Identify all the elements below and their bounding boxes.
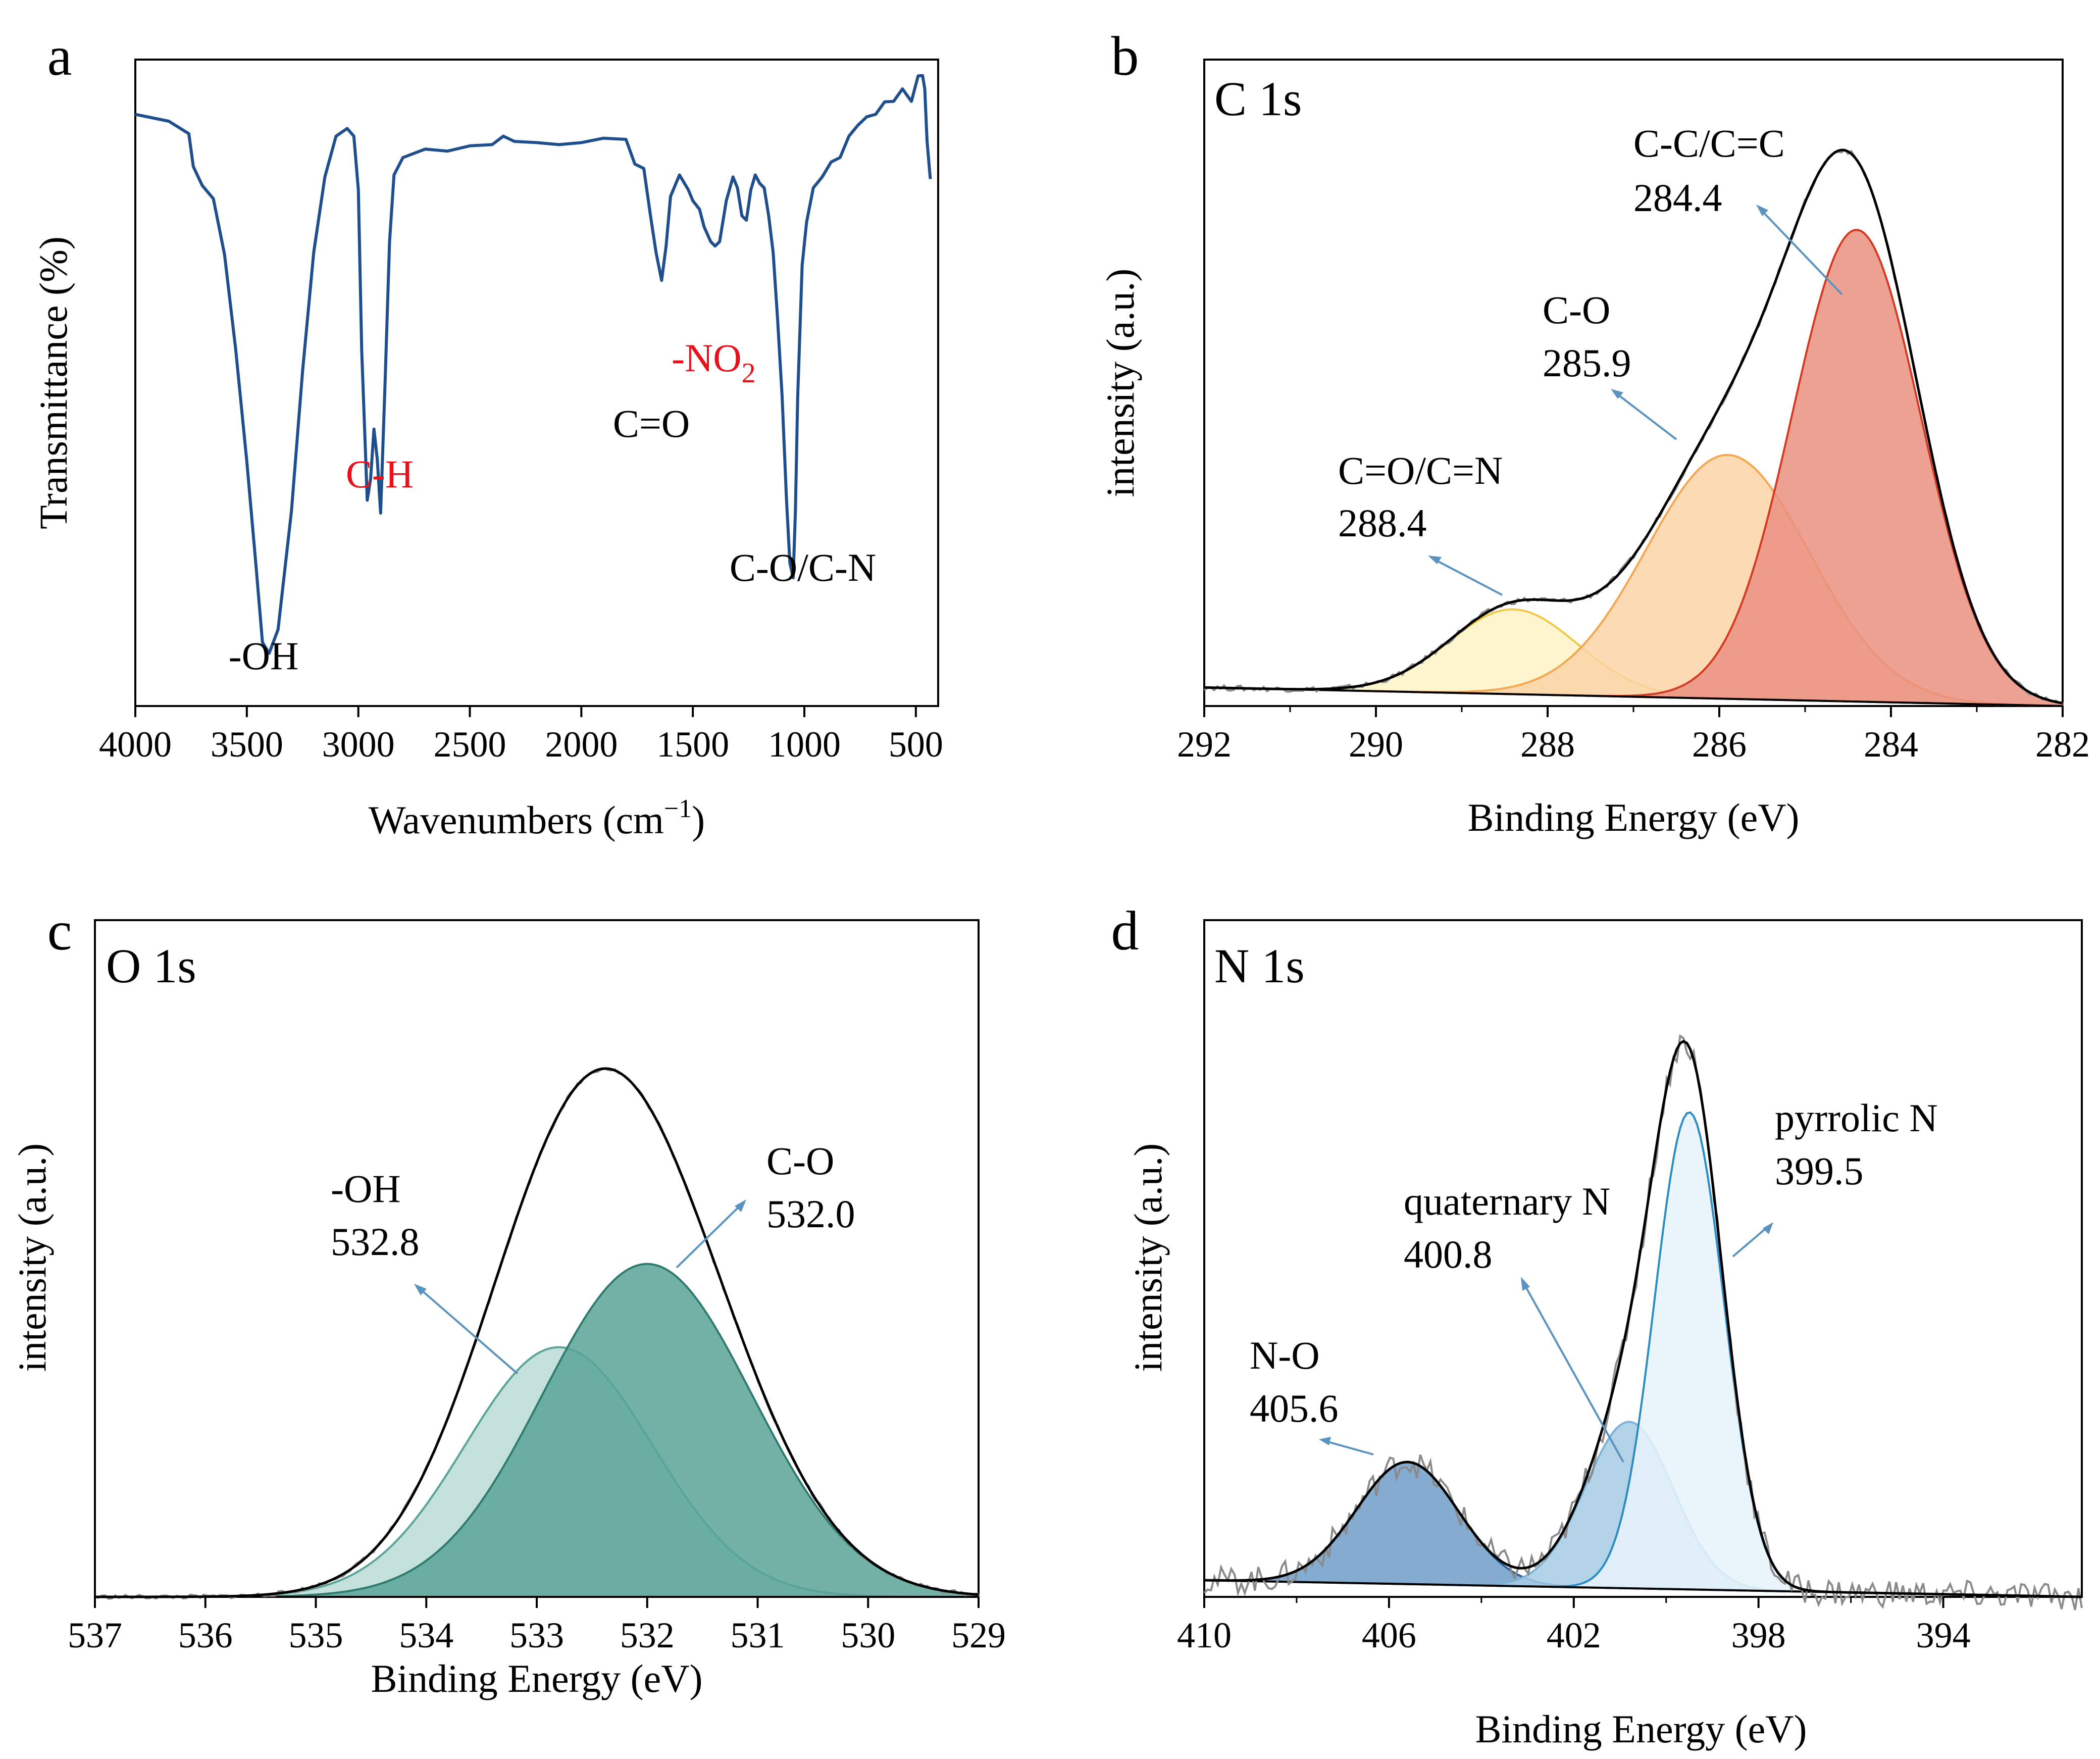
peak-label-d-quat: quaternary N — [1404, 1179, 1610, 1223]
annotation-ch: C-H — [346, 452, 414, 496]
panel-c-o1s: 537 536 535 534 533 532 531 530 529 O 1s -OH 532… — [10, 919, 1006, 1700]
y-axis-label-b: intensity (a.u.) — [1098, 269, 1142, 497]
x-axis-label-a-main: Wavenumbers (cm — [369, 798, 664, 842]
panel-letter-c: c — [47, 900, 72, 962]
arrow-d-no — [1319, 1437, 1374, 1455]
x-tick-label: 3500 — [211, 724, 283, 765]
y-axis-label-c: intensity (a.u.) — [10, 1143, 54, 1372]
baseline — [1204, 686, 2063, 707]
x-tick-label: 500 — [889, 724, 943, 765]
panel-a-ftir: 4000 3500 3000 2500 2000 1500 1000 500 -OH C-H … — [31, 59, 943, 842]
ftir-spectrum-line — [135, 74, 932, 655]
x-axis-label-a-sup: −1 — [664, 794, 692, 823]
arrow-b-co — [1611, 389, 1677, 440]
peak-label-b-co: C-O — [1543, 288, 1610, 332]
x-tick-label: 537 — [68, 1615, 122, 1655]
y-axis-label-d: intensity (a.u.) — [1126, 1143, 1170, 1372]
arrow-d-quat — [1521, 1277, 1624, 1463]
peak-value-b-con: 288.4 — [1338, 501, 1427, 545]
x-tick-label: 2000 — [545, 724, 618, 765]
fitted-envelope — [1204, 148, 2063, 705]
annotation-no2-main: -NO — [672, 336, 742, 380]
x-tick-label: 1000 — [768, 724, 841, 765]
x-tick-label: 534 — [399, 1615, 453, 1655]
x-axis-label-a: Wavenumbers (cm−1) — [369, 794, 705, 842]
x-axis-ticks-d: 410 406 402 398 394 — [1177, 1597, 1971, 1655]
fitted-envelope — [95, 1067, 979, 1598]
x-tick-label: 290 — [1349, 724, 1403, 765]
x-axis-label-d: Binding Energy (eV) — [1475, 1707, 1807, 1751]
x-tick-label: 532 — [620, 1615, 675, 1655]
peak-label-b-con: C=O/C=N — [1338, 448, 1503, 492]
peak-value-c-co: 532.0 — [766, 1192, 855, 1236]
x-tick-label: 284 — [1864, 724, 1918, 765]
xps-peaks-d — [1203, 1034, 2083, 1611]
x-tick-label: 531 — [731, 1615, 785, 1655]
peak-value-d-no: 405.6 — [1250, 1386, 1339, 1430]
peak-value-b-co: 285.9 — [1543, 341, 1631, 385]
peak-value-c-oh: 532.8 — [331, 1220, 420, 1264]
panel-letter-d: d — [1111, 900, 1139, 962]
x-tick-label: 286 — [1692, 724, 1747, 765]
arrow-c-co — [676, 1199, 746, 1269]
panel-letter-a: a — [47, 25, 72, 87]
arrow-c-oh — [414, 1284, 519, 1375]
x-tick-label: 535 — [289, 1615, 343, 1655]
x-tick-label: 398 — [1731, 1615, 1786, 1655]
annotation-con: C-O/C-N — [730, 545, 876, 589]
peak-label-b-ccc: C-C/C=C — [1633, 121, 1785, 165]
y-axis-label-a: Transmittance (%) — [31, 236, 75, 529]
x-tick-label: 282 — [2035, 724, 2090, 765]
arrow-b-ccc — [1756, 205, 1843, 295]
arrow-b-con — [1428, 556, 1503, 596]
x-tick-label: 1500 — [656, 724, 729, 765]
plot-frame-a — [134, 59, 939, 707]
arrow-d-pyr — [1732, 1222, 1773, 1258]
panel-title-b: C 1s — [1214, 72, 1302, 126]
x-axis-label-c: Binding Energy (eV) — [371, 1656, 702, 1700]
annotation-no2: -NO2 — [672, 336, 756, 389]
annotation-oh: -OH — [229, 634, 299, 678]
panel-title-d: N 1s — [1214, 939, 1305, 993]
annotation-no2-sub: 2 — [742, 358, 756, 389]
x-tick-label: 2500 — [434, 724, 506, 765]
x-tick-label: 4000 — [99, 724, 172, 765]
peak-value-d-quat: 400.8 — [1404, 1232, 1493, 1276]
peak-component-co — [95, 1263, 980, 1598]
peak-label-d-no: N-O — [1250, 1333, 1320, 1377]
x-tick-label: 394 — [1916, 1615, 1971, 1655]
x-tick-label: 536 — [178, 1615, 233, 1655]
panel-title-c: O 1s — [106, 939, 196, 993]
x-tick-label: 410 — [1177, 1615, 1232, 1655]
peak-label-c-oh: -OH — [331, 1167, 401, 1211]
x-tick-label: 533 — [509, 1615, 564, 1655]
peak-component-pyr — [1204, 1111, 2082, 1598]
x-axis-ticks-b: 292 290 288 286 284 282 — [1177, 706, 2090, 765]
peak-value-d-pyr: 399.5 — [1775, 1149, 1864, 1193]
x-axis-label-b: Binding Energy (eV) — [1467, 795, 1799, 839]
x-tick-label: 529 — [951, 1615, 1006, 1655]
x-tick-label: 406 — [1362, 1615, 1416, 1655]
annotation-co: C=O — [613, 401, 690, 445]
fitted-envelope — [1204, 1039, 2082, 1598]
panel-letter-b: b — [1111, 25, 1139, 87]
panel-d-n1s: 410 406 402 398 394 N 1s pyrrolic N 399.5 qu… — [1126, 919, 2083, 1751]
peak-value-b-ccc: 284.4 — [1633, 176, 1722, 220]
x-tick-label: 288 — [1520, 724, 1575, 765]
xps-peaks-c — [94, 1067, 980, 1600]
x-tick-label: 530 — [841, 1615, 895, 1655]
x-axis-label-a-end: ) — [692, 798, 705, 842]
x-tick-label: 3000 — [322, 724, 395, 765]
x-axis-ticks-a: 4000 3500 3000 2500 2000 1500 1000 500 — [99, 706, 943, 765]
peak-label-c-co: C-O — [766, 1139, 834, 1183]
xps-peaks-b — [1203, 148, 2064, 708]
x-tick-label: 402 — [1547, 1615, 1601, 1655]
x-tick-label: 292 — [1177, 724, 1232, 765]
plot-frame-d — [1203, 919, 2083, 1598]
peak-label-d-pyr: pyrrolic N — [1775, 1096, 1938, 1140]
panel-b-c1s: 292 290 288 286 284 282 C 1s C-C/C=C 284.4 C-… — [1098, 59, 2090, 839]
x-axis-ticks-c: 537 536 535 534 533 532 531 530 529 — [68, 1597, 1006, 1655]
